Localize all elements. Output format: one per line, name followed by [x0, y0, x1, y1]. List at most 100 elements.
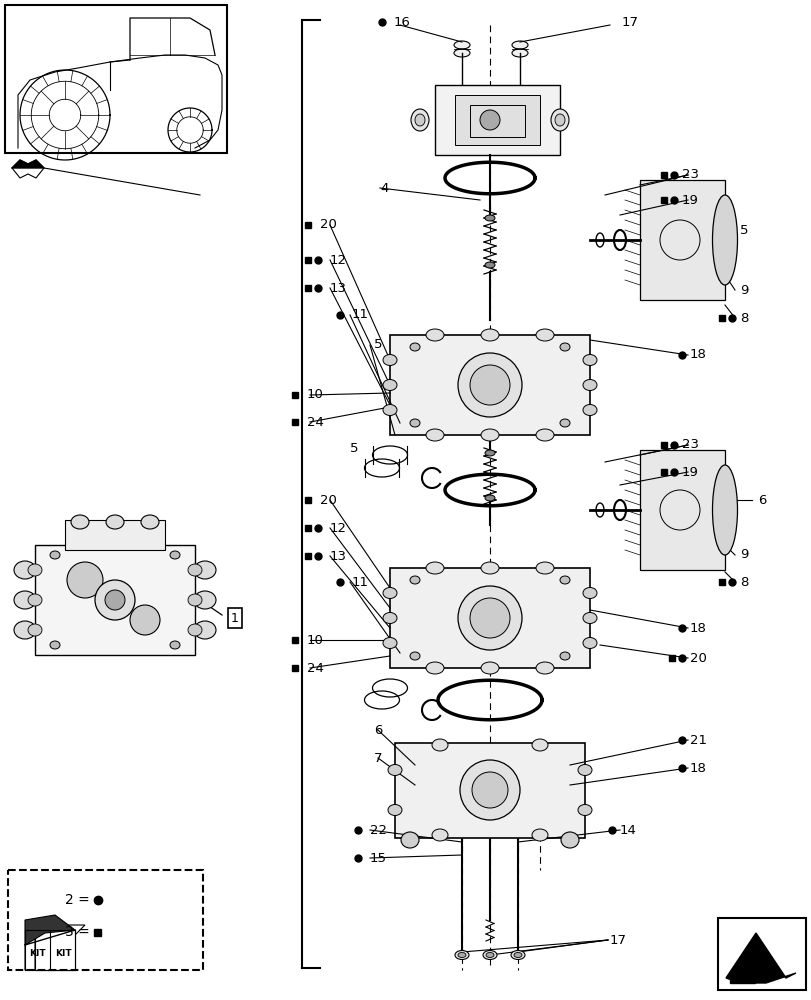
- Ellipse shape: [414, 114, 424, 126]
- Text: 12: 12: [329, 522, 346, 534]
- Text: 6: 6: [374, 724, 382, 736]
- Ellipse shape: [454, 950, 469, 960]
- Text: 9: 9: [739, 548, 748, 562]
- Ellipse shape: [480, 562, 499, 574]
- Circle shape: [471, 772, 508, 808]
- Text: 3 =: 3 =: [65, 925, 90, 939]
- Ellipse shape: [535, 429, 553, 441]
- Ellipse shape: [383, 404, 397, 416]
- Bar: [394, 743, 584, 838]
- Text: 23: 23: [681, 168, 698, 182]
- Ellipse shape: [426, 429, 444, 441]
- Ellipse shape: [426, 662, 444, 674]
- Text: 19: 19: [681, 194, 698, 207]
- Ellipse shape: [426, 329, 444, 341]
- Polygon shape: [35, 930, 75, 970]
- Ellipse shape: [484, 450, 495, 456]
- Text: 10: 10: [307, 634, 324, 647]
- Ellipse shape: [453, 41, 470, 49]
- Ellipse shape: [510, 950, 525, 960]
- Text: 15: 15: [370, 852, 387, 864]
- Text: 5: 5: [374, 338, 382, 352]
- Text: 16: 16: [393, 15, 410, 28]
- Ellipse shape: [28, 564, 42, 576]
- Text: 2 =: 2 =: [65, 893, 90, 907]
- Circle shape: [479, 110, 500, 130]
- Ellipse shape: [531, 829, 547, 841]
- Circle shape: [105, 590, 125, 610]
- Ellipse shape: [431, 739, 448, 751]
- Bar: [660, 469, 666, 475]
- Polygon shape: [25, 925, 85, 945]
- Text: 4: 4: [380, 182, 388, 194]
- Ellipse shape: [410, 343, 419, 351]
- Bar: [470, 105, 525, 137]
- Text: 23: 23: [681, 438, 698, 452]
- Ellipse shape: [582, 379, 596, 390]
- Ellipse shape: [512, 49, 527, 57]
- Bar: [718, 579, 724, 585]
- Ellipse shape: [582, 404, 596, 416]
- Circle shape: [95, 580, 135, 620]
- Ellipse shape: [554, 114, 564, 126]
- Bar: [292, 665, 298, 671]
- Ellipse shape: [431, 829, 448, 841]
- Text: 11: 11: [351, 576, 368, 588]
- Ellipse shape: [14, 591, 36, 609]
- Bar: [729, 973, 754, 983]
- Text: 9: 9: [739, 284, 748, 296]
- Bar: [454, 95, 539, 145]
- Text: 1: 1: [231, 611, 238, 624]
- Circle shape: [460, 760, 519, 820]
- Text: 20: 20: [320, 493, 337, 506]
- Text: 18: 18: [689, 621, 706, 635]
- Text: 8: 8: [739, 312, 748, 324]
- Ellipse shape: [577, 804, 591, 816]
- Ellipse shape: [383, 379, 397, 390]
- Bar: [292, 637, 298, 643]
- Bar: [639, 450, 724, 570]
- Text: 18: 18: [689, 762, 706, 774]
- Bar: [35, 545, 195, 655]
- Ellipse shape: [480, 329, 499, 341]
- Ellipse shape: [410, 576, 419, 584]
- Ellipse shape: [383, 587, 397, 598]
- Ellipse shape: [141, 515, 159, 529]
- Text: 5: 5: [350, 442, 358, 454]
- Ellipse shape: [28, 624, 42, 636]
- Ellipse shape: [50, 641, 60, 649]
- Ellipse shape: [535, 562, 553, 574]
- Text: 20: 20: [320, 219, 337, 232]
- Text: 13: 13: [329, 550, 346, 562]
- Bar: [305, 285, 311, 291]
- Text: KIT: KIT: [54, 948, 71, 958]
- Bar: [305, 553, 311, 559]
- Ellipse shape: [383, 638, 397, 648]
- Polygon shape: [25, 915, 75, 945]
- Ellipse shape: [535, 329, 553, 341]
- Bar: [94, 928, 101, 936]
- Ellipse shape: [484, 215, 495, 221]
- Bar: [668, 655, 674, 661]
- Ellipse shape: [426, 562, 444, 574]
- Ellipse shape: [531, 739, 547, 751]
- Bar: [660, 197, 666, 203]
- Ellipse shape: [14, 621, 36, 639]
- Text: 22: 22: [370, 824, 387, 836]
- Ellipse shape: [512, 41, 527, 49]
- Ellipse shape: [711, 195, 736, 285]
- Polygon shape: [12, 160, 44, 168]
- Bar: [660, 172, 666, 178]
- Ellipse shape: [577, 764, 591, 776]
- Bar: [305, 257, 311, 263]
- Text: KIT: KIT: [28, 948, 45, 958]
- Ellipse shape: [453, 49, 470, 57]
- Ellipse shape: [50, 551, 60, 559]
- Bar: [389, 568, 590, 668]
- Ellipse shape: [188, 564, 202, 576]
- Ellipse shape: [582, 638, 596, 648]
- Ellipse shape: [484, 262, 495, 268]
- Text: 10: 10: [307, 388, 324, 401]
- Polygon shape: [25, 930, 35, 970]
- Ellipse shape: [711, 465, 736, 555]
